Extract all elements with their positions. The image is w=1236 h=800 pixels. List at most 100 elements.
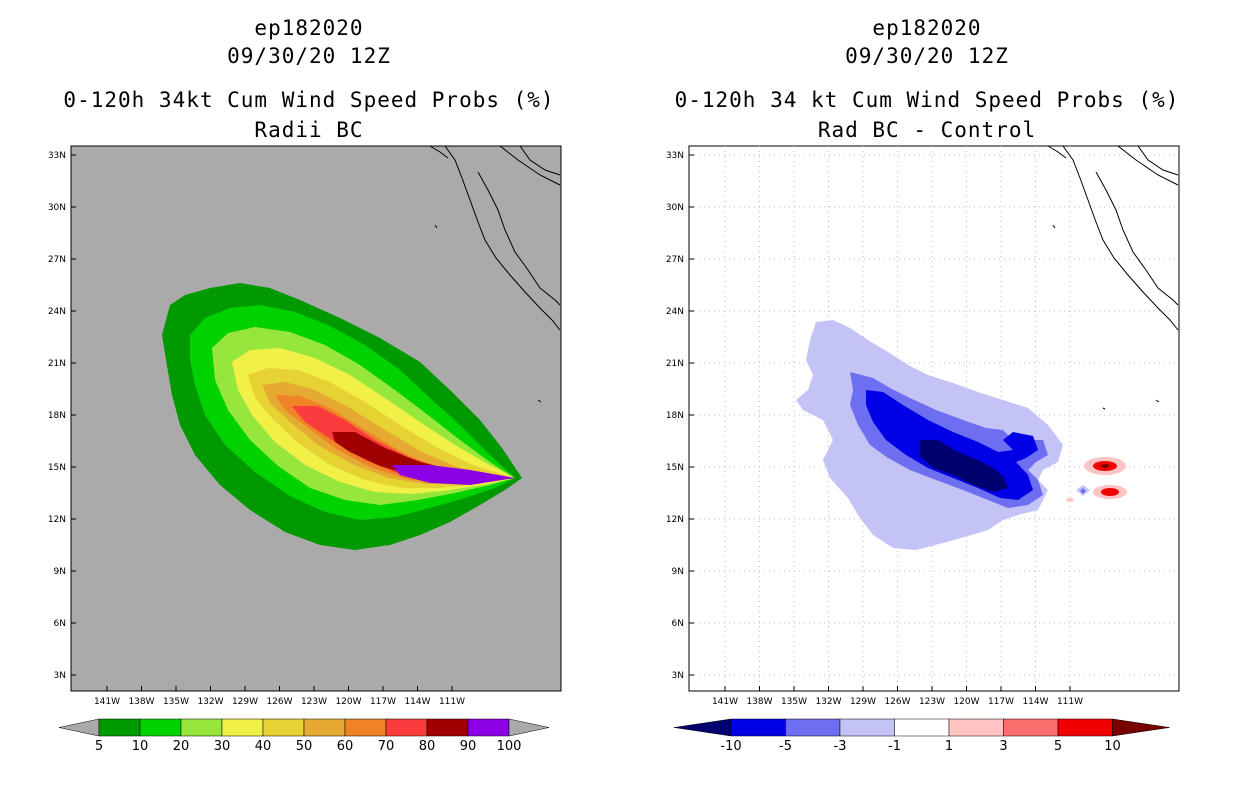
lon-tick-label: 138W [128,697,154,707]
colorbar-label: 80 [419,739,436,754]
colorbar-swatch [98,718,141,737]
lat-tick-label: 6N [54,619,66,629]
lat-tick-label: 15N [666,463,684,473]
colorbar-label: 10 [1104,739,1121,754]
lon-tick-label: 111W [1057,697,1083,707]
colorbar-label: 60 [337,739,354,754]
colorbar-swatch [785,718,841,737]
right-map-panel: ep182020 09/30/20 12Z 0-120h 34 kt Cum W… [618,0,1236,800]
contour-plus-5-b [1101,488,1119,496]
colorbar-swatch [467,718,510,737]
lat-tick-label: 24N [48,307,66,317]
lat-tick-label: 18N [666,411,684,421]
right-datetime: 09/30/20 12Z [845,44,1009,68]
right-title: 0-120h 34 kt Cum Wind Speed Probs (%) [674,88,1180,112]
right-coastline [1047,145,1179,410]
colorbar-label: -5 [779,739,792,754]
contour-plus-1-c [1066,498,1074,502]
right-lat-ticks: 33N 30N 27N 24N 21N 18N 15N 12N 9N 6N 3N [666,151,694,681]
colorbar-swatch [385,718,428,737]
lon-tick-label: 138W [746,697,772,707]
lon-tick-label: 117W [370,697,396,707]
lon-tick-label: 120W [335,697,361,707]
left-probability-contours [162,283,522,550]
colorbar-label: 30 [214,739,231,754]
left-lon-ticks: 141W 138W 135W 132W 129W 126W 123W 120W 117W 114W… [94,686,465,707]
colorbar-label: 40 [255,739,272,754]
colorbar-swatch [948,718,1004,737]
colorbar-swatch [839,718,895,737]
colorbar-swatch [344,718,387,737]
left-colorbar: 5 10 20 30 40 50 60 70 80 90 100 [58,718,550,754]
colorbar-label: 10 [132,739,149,754]
colorbar-swatch [262,718,305,737]
lat-tick-label: 12N [666,515,684,525]
left-map: 33N 30N 27N 24N 21N 18N 15N 12N 9N 6N 3N 141W 138W 1… [48,145,562,754]
lat-tick-label: 9N [54,567,66,577]
lat-tick-label: 12N [48,515,66,525]
lon-tick-label: 129W [232,697,258,707]
colorbar-label: 100 [497,739,522,754]
colorbar-label: -3 [834,739,847,754]
left-storm-id: ep182020 [254,16,364,40]
right-difference-contours [796,320,1127,550]
lat-tick-label: 33N [666,151,684,161]
right-colorbar: -10 -5 -3 -1 1 3 5 10 [673,718,1170,754]
lon-tick-label: 120W [953,697,979,707]
lat-tick-label: 24N [666,307,684,317]
lon-tick-label: 114W [404,697,430,707]
colorbar-swatch [1003,718,1059,737]
lon-tick-label: 111W [439,697,465,707]
colorbar-swatch [221,718,264,737]
lon-tick-label: 117W [988,697,1014,707]
left-map-panel: ep182020 09/30/20 12Z 0-120h 34kt Cum Wi… [48,16,562,754]
left-subtitle: Radii BC [254,118,364,142]
lon-tick-label: 126W [266,697,292,707]
contour-plus-10 [1101,464,1109,468]
lon-tick-label: 135W [781,697,807,707]
colorbar-label: 5 [95,739,103,754]
lat-tick-label: 15N [48,463,66,473]
colorbar-label: 3 [999,739,1007,754]
colorbar-label: 1 [945,739,953,754]
lat-tick-label: 21N [666,359,684,369]
colorbar-swatch [139,718,182,737]
colorbar-swatch [426,718,469,737]
lat-tick-label: 18N [48,411,66,421]
contour-70 [292,406,515,480]
left-datetime: 09/30/20 12Z [227,44,391,68]
lat-tick-label: 33N [48,151,66,161]
lon-tick-label: 126W [884,697,910,707]
left-title: 0-120h 34kt Cum Wind Speed Probs (%) [63,88,555,112]
lon-tick-label: 114W [1022,697,1048,707]
lon-tick-label: 129W [850,697,876,707]
right-lon-ticks: 141W 138W 135W 132W 129W 126W 123W 120W 117W 114W… [712,686,1083,707]
colorbar-swatch [1057,718,1113,737]
left-lat-ticks: 33N 30N 27N 24N 21N 18N 15N 12N 9N 6N 3N [48,151,76,681]
colorbar-label: 90 [460,739,477,754]
lat-tick-label: 9N [672,567,684,577]
lat-tick-label: 30N [666,203,684,213]
lon-tick-label: 132W [197,697,223,707]
lat-tick-label: 21N [48,359,66,369]
right-storm-id: ep182020 [872,16,982,40]
colorbar-swatch [894,718,950,737]
colorbar-label: 20 [173,739,190,754]
lat-tick-label: 27N [666,255,684,265]
lat-tick-label: 3N [54,671,66,681]
colorbar-label: -10 [720,739,741,754]
right-subtitle: Rad BC - Control [817,118,1037,142]
colorbar-label: 50 [296,739,313,754]
lat-tick-label: 27N [48,255,66,265]
colorbar-swatch [180,718,223,737]
lat-tick-label: 3N [672,671,684,681]
colorbar-low-arrow [673,718,732,737]
lon-tick-label: 135W [163,697,189,707]
lon-tick-label: 123W [919,697,945,707]
colorbar-high-arrow [508,718,550,737]
lat-tick-label: 30N [48,203,66,213]
contour-minus-3-b [1080,488,1086,494]
lon-tick-label: 141W [94,697,120,707]
colorbar-high-arrow [1112,718,1170,737]
